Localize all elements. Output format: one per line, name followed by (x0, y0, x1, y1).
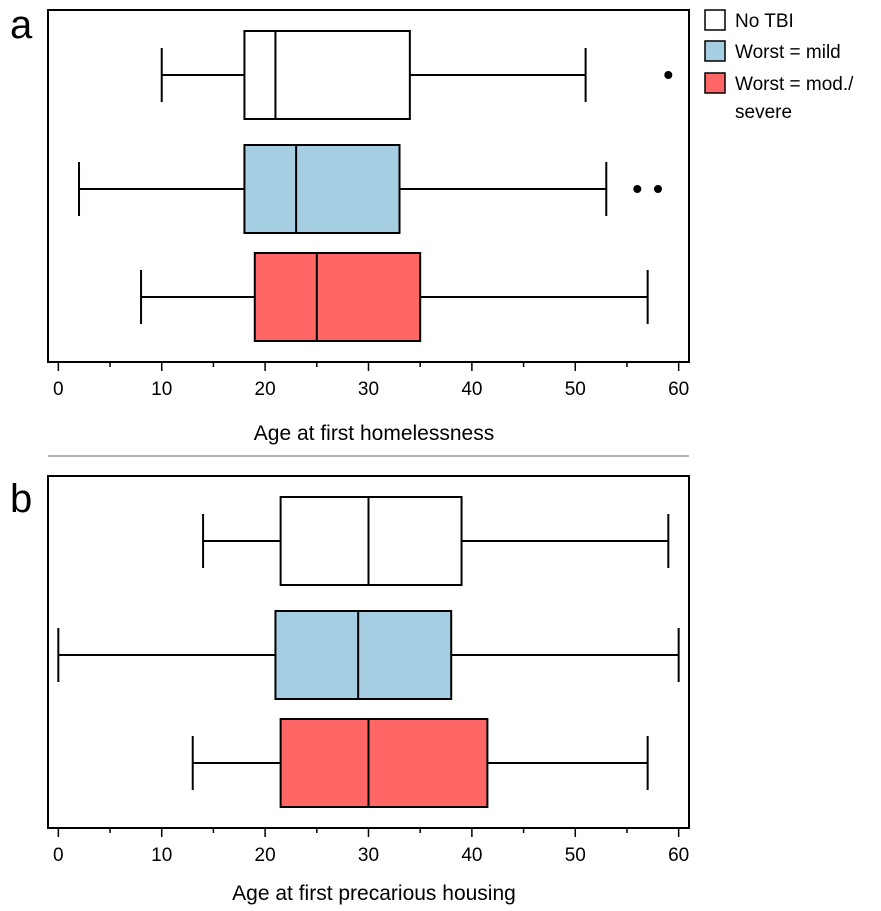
box-b-0 (202, 496, 670, 586)
x-tick-label: 10 (151, 379, 172, 400)
x-tick-label: 0 (53, 845, 64, 866)
x-tick-label: 0 (53, 379, 64, 400)
x-tick-label: 60 (668, 379, 689, 400)
panel-b-x-axis: 0 10 20 30 40 50 60 (53, 828, 689, 866)
panel-a-boxes (78, 30, 673, 342)
x-tick-label: 10 (151, 845, 172, 866)
panel-b-x-label: Age at first precarious housing (232, 882, 516, 905)
x-tick-label: 20 (255, 379, 276, 400)
legend-label-severe-line1: Worst = mod./ (735, 74, 854, 95)
outlier-point (653, 185, 662, 193)
legend-label-severe-line2: severe (735, 102, 792, 123)
x-tick-label: 30 (358, 379, 379, 400)
iqr-box (279, 496, 463, 586)
panel-a-x-label: Age at first homelessness (254, 422, 494, 445)
legend: No TBI Worst = mild Worst = mod./ severe (704, 9, 854, 123)
outlier-point (633, 185, 642, 193)
legend-entry-mild: Worst = mild (704, 40, 841, 63)
box-a-2 (140, 252, 649, 342)
legend-entry-no-tbi: No TBI (704, 9, 794, 32)
panel-b-boxes (57, 496, 680, 808)
panel-a-letter: a (10, 3, 33, 47)
box-a-1 (78, 144, 662, 234)
iqr-box (243, 144, 401, 234)
panel-b-letter: b (10, 477, 32, 521)
panel-a: a 0 10 20 30 40 50 60 Age at first homelessnes… (10, 3, 690, 445)
iqr-box (243, 30, 411, 120)
x-tick-label: 30 (358, 845, 379, 866)
box-a-0 (160, 30, 673, 120)
x-tick-label: 50 (565, 379, 586, 400)
x-tick-label: 20 (255, 845, 276, 866)
x-tick-label: 40 (461, 379, 482, 400)
legend-swatch-no-tbi (704, 9, 726, 31)
iqr-box (279, 718, 489, 808)
legend-swatch-severe (704, 72, 726, 94)
iqr-box (253, 252, 422, 342)
panel-b: b 0 10 20 30 40 50 60 Age at first precarious … (10, 475, 690, 905)
legend-label-no-tbi: No TBI (735, 11, 794, 32)
legend-entry-severe: Worst = mod./ severe (704, 72, 854, 123)
panel-a-x-axis: 0 10 20 30 40 50 60 (53, 362, 689, 400)
outlier-point (664, 71, 673, 79)
iqr-box (274, 610, 453, 700)
x-tick-label: 60 (668, 845, 689, 866)
x-tick-label: 50 (565, 845, 586, 866)
box-b-1 (57, 610, 680, 700)
legend-swatch-mild (704, 40, 726, 62)
box-b-2 (191, 718, 649, 808)
x-tick-label: 40 (461, 845, 482, 866)
legend-label-mild: Worst = mild (735, 42, 841, 63)
